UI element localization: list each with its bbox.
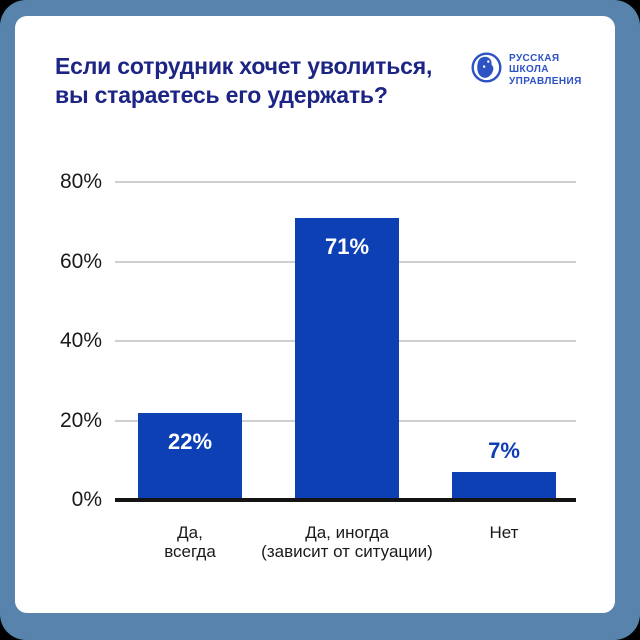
chart-card: Если сотрудник хочет уволиться, вы стара… [15, 16, 615, 613]
y-axis-tick-label: 0% [71, 488, 102, 511]
bar [452, 472, 556, 500]
y-axis-tick-label: 40% [59, 329, 102, 352]
title-line-2: вы стараетесь его удержать? [55, 82, 388, 108]
x-axis-label-line: Да, иногда [305, 523, 389, 542]
bar [138, 412, 242, 500]
y-axis-tick-label: 60% [59, 249, 102, 273]
logo-line-1: РУССКАЯ [509, 52, 560, 64]
x-axis-category-label: Нет [409, 523, 599, 542]
x-axis-category-label: Да, иногда (зависит от ситуации) [252, 523, 442, 561]
y-axis-tick-label: 20% [59, 408, 102, 432]
logo-wordmark: РУССКАЯ ШКОЛА УПРАВЛЕНИЯ [509, 53, 582, 88]
gridline-80 [115, 181, 576, 183]
logo-line-2: ШКОЛА [509, 64, 549, 76]
bar-value-label: 7% [488, 438, 520, 464]
rsu-logo: РУССКАЯ ШКОЛА УПРАВЛЕНИЯ [471, 52, 582, 88]
title-line-1: Если сотрудник хочет уволиться, [55, 53, 433, 79]
bar [295, 217, 399, 500]
plot-area: 0% 20% 40% 60% 80% 22% Да, всегда 71% Да, иногда(… [60, 170, 576, 561]
x-axis-label-line: всегда [164, 542, 216, 561]
x-axis-line [115, 498, 576, 502]
page-title: Если сотрудник хочет уволиться, вы стара… [55, 52, 432, 110]
logo-line-3: УПРАВЛЕНИЯ [509, 75, 582, 87]
x-axis-label-line: Нет [489, 523, 519, 542]
x-axis-label-line: Да, [177, 523, 203, 542]
x-axis-label-line: (зависит от ситуации) [261, 542, 433, 561]
x-axis-category-label: Да, всегда [95, 523, 285, 561]
globe-icon [471, 52, 502, 88]
bar-value-label: 71% [324, 233, 370, 259]
y-axis-tick-label: 80% [59, 170, 102, 193]
bar-value-label: 22% [167, 428, 213, 454]
